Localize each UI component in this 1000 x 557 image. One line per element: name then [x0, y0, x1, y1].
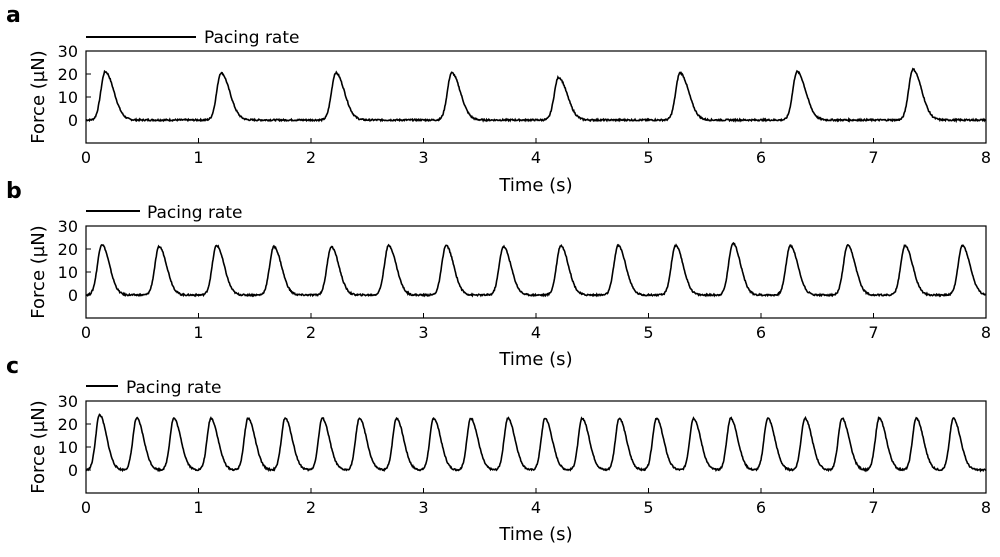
y-tick-label: 20	[58, 415, 78, 434]
plot-frame	[85, 225, 987, 319]
force-trace	[85, 241, 987, 298]
y-tick-label: 30	[58, 392, 78, 411]
y-tick-label: 10	[58, 263, 78, 282]
y-tick-label: 0	[68, 461, 78, 480]
x-tick-label: 7	[868, 323, 878, 342]
y-axis-title: Force (µN)	[28, 50, 49, 143]
x-tick-label: 3	[418, 148, 428, 167]
x-tick-label: 5	[643, 323, 653, 342]
x-ticks: 0 1 2 3 4 5 6 7 8	[81, 138, 991, 167]
x-ticks: 0 1 2 3 4 5 6 7 8	[81, 313, 991, 342]
x-tick-label: 2	[306, 323, 316, 342]
x-tick-label: 4	[531, 323, 541, 342]
x-tick-label: 1	[193, 323, 203, 342]
x-tick-label: 4	[531, 498, 541, 517]
x-tick-label: 5	[643, 498, 653, 517]
panel-b: b Pacing rate 0 10 20 30 0 1 2 3 4 5 6 7 8 Time (s)…	[6, 179, 991, 370]
x-tick-label: 6	[756, 148, 766, 167]
y-ticks: 0 10 20 30	[58, 392, 91, 480]
panel-letter: b	[6, 179, 22, 204]
x-tick-label: 3	[418, 498, 428, 517]
panel-a: a Pacing rate 0 10 20 30 0 1 2 3 4 5 6 7 8 Time (s)…	[6, 3, 991, 196]
x-ticks: 0 1 2 3 4 5 6 7 8	[81, 488, 991, 517]
force-trace	[85, 413, 987, 473]
x-tick-label: 2	[306, 148, 316, 167]
legend-label: Pacing rate	[147, 203, 242, 223]
x-tick-label: 1	[193, 498, 203, 517]
x-tick-label: 8	[981, 498, 991, 517]
x-tick-label: 4	[531, 148, 541, 167]
x-tick-label: 8	[981, 148, 991, 167]
y-tick-label: 20	[58, 65, 78, 84]
y-tick-label: 0	[68, 286, 78, 305]
panel-c: c Pacing rate 0 10 20 30 0 1 2 3 4 5 6 7 8 Time (s)…	[6, 354, 991, 545]
x-tick-label: 6	[756, 498, 766, 517]
x-tick-label: 5	[643, 148, 653, 167]
x-tick-label: 1	[193, 148, 203, 167]
x-tick-label: 0	[81, 498, 91, 517]
panel-letter: a	[6, 3, 21, 28]
x-tick-label: 6	[756, 323, 766, 342]
y-ticks: 0 10 20 30	[58, 217, 91, 305]
x-tick-label: 3	[418, 323, 428, 342]
plot-frame	[85, 50, 987, 144]
y-axis-title: Force (µN)	[28, 225, 49, 318]
x-tick-label: 7	[868, 148, 878, 167]
y-tick-label: 0	[68, 111, 78, 130]
x-tick-label: 7	[868, 498, 878, 517]
x-tick-label: 0	[81, 148, 91, 167]
legend-label: Pacing rate	[126, 378, 221, 398]
force-trace	[85, 67, 987, 124]
x-tick-label: 2	[306, 498, 316, 517]
x-axis-title: Time (s)	[498, 349, 572, 370]
x-axis-title: Time (s)	[498, 175, 572, 196]
panel-letter: c	[6, 354, 19, 379]
legend-label: Pacing rate	[204, 28, 299, 48]
y-tick-label: 30	[58, 42, 78, 61]
y-axis-title: Force (µN)	[28, 400, 49, 493]
y-tick-label: 10	[58, 88, 78, 107]
x-axis-title: Time (s)	[498, 524, 572, 545]
y-tick-label: 10	[58, 438, 78, 457]
y-tick-label: 20	[58, 240, 78, 259]
y-ticks: 0 10 20 30	[58, 42, 91, 130]
y-tick-label: 30	[58, 217, 78, 236]
x-tick-label: 0	[81, 323, 91, 342]
x-tick-label: 8	[981, 323, 991, 342]
